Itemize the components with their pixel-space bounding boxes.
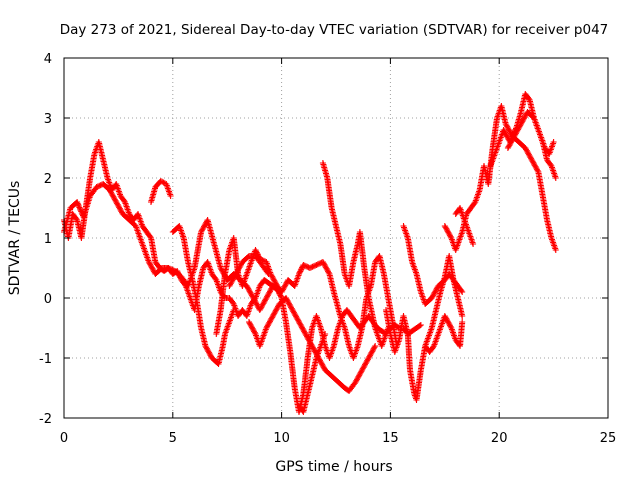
data-trace-markers [169, 223, 237, 367]
data-series [61, 91, 559, 415]
y-tick-label: 3 [44, 112, 52, 127]
y-tick-label: 0 [44, 292, 52, 307]
y-axis-label: SDTVAR / TECUs [7, 181, 23, 296]
axis-ticks [63, 57, 609, 419]
x-tick-label: 20 [491, 431, 508, 446]
x-tick-label: 0 [60, 431, 68, 446]
data-trace-markers [422, 253, 466, 349]
data-trace-markers [319, 160, 392, 349]
y-tick-label: -1 [39, 352, 52, 367]
x-tick-label: 15 [382, 431, 399, 446]
x-axis-label: GPS time / hours [275, 459, 392, 475]
y-tick-label: -2 [39, 412, 52, 427]
tick-labels: 0 5 10 15 20 25 -2 -1 0 1 2 3 4 [39, 52, 616, 446]
data-trace-markers [226, 253, 272, 289]
x-tick-label: 5 [169, 431, 177, 446]
data-trace-markers [296, 331, 329, 415]
data-trace-markers [452, 205, 477, 247]
y-tick-label: 4 [44, 52, 52, 67]
y-tick-label: 1 [44, 232, 52, 247]
chart-title: Day 273 of 2021, Sidereal Day-to-day VTE… [60, 22, 609, 38]
x-tick-label: 10 [273, 431, 290, 446]
x-tick-label: 25 [600, 431, 617, 446]
data-trace-markers [504, 109, 557, 157]
data-trace-markers [148, 178, 174, 205]
data-trace-markers [246, 295, 379, 394]
y-tick-label: 2 [44, 172, 52, 187]
